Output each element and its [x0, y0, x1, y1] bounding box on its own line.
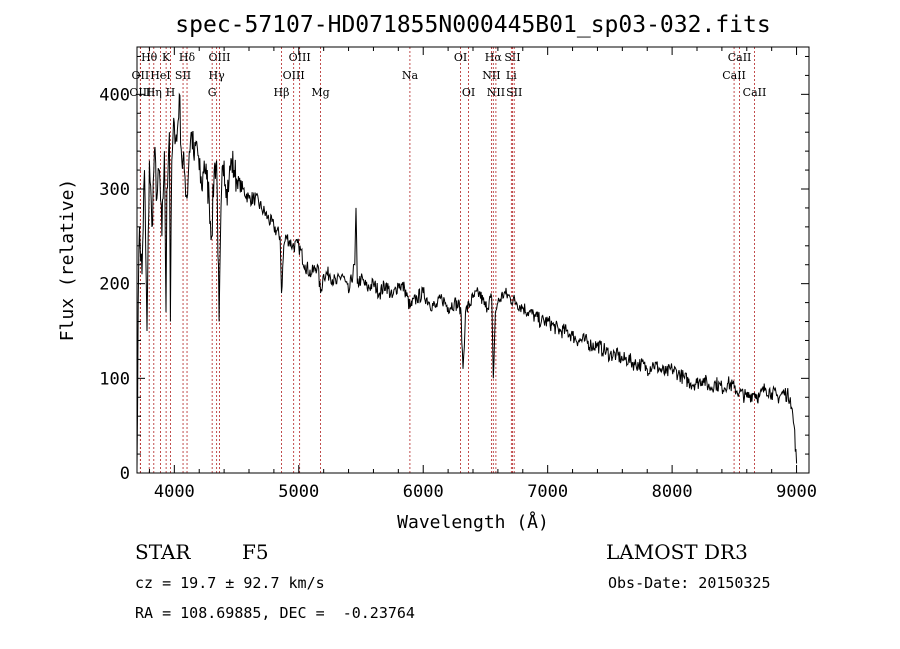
spectral-line-label: Hγ: [209, 69, 226, 82]
spectral-line-label: OIII: [129, 86, 151, 99]
spectral-line-label: OIII: [283, 69, 305, 82]
x-tick-label: 5000: [278, 482, 319, 502]
y-axis-label: Flux (relative): [57, 179, 78, 342]
spectral-line-label: Na: [402, 69, 419, 82]
x-axis: 4000 5000 6000 7000 8000 9000: [148, 47, 817, 502]
y-tick-label: 0: [120, 464, 130, 484]
spectral-line-label: G: [208, 86, 217, 99]
plot-frame: [136, 46, 810, 474]
spectrum-series: [136, 92, 798, 469]
x-tick-label: 9000: [776, 482, 817, 502]
spectral-line-label: Hα: [485, 51, 503, 64]
spectral-line-label: SII: [506, 86, 522, 99]
redshift-readout: cz = 19.7 ± 92.7 km/s: [135, 574, 325, 592]
spectral-line-label: NII: [487, 86, 505, 99]
spectral-line-label: CaII: [722, 69, 746, 82]
spectral-line-label: Hβ: [274, 86, 290, 99]
spectral-line-label: SII: [175, 69, 191, 82]
spectral-line-label: Hθ: [141, 51, 158, 64]
spectral-line-label: H: [166, 86, 176, 99]
survey-name: LAMOST DR3: [606, 540, 748, 564]
spectral-line-label: OIII: [208, 51, 230, 64]
spectral-line-label: NII: [482, 69, 500, 82]
spectral-line-label: K: [162, 51, 171, 64]
y-tick-label: 400: [99, 85, 130, 105]
y-tick-label: 100: [99, 369, 130, 389]
spectral-line-label: OI: [454, 51, 467, 64]
x-tick-label: 6000: [403, 482, 444, 502]
y-tick-label: 200: [99, 275, 130, 295]
spectral-line-label: Li: [506, 69, 517, 82]
object-subclass: F5: [242, 540, 269, 564]
spectral-line-label: HeI: [150, 69, 170, 82]
x-tick-label: 7000: [527, 482, 568, 502]
x-tick-label: 4000: [154, 482, 195, 502]
y-tick-label: 300: [99, 180, 130, 200]
chart-title: spec-57107-HD071855N000445B01_sp03-032.f…: [175, 12, 770, 38]
spectral-line-label: Hη: [146, 86, 162, 99]
spectral-line-label: Hδ: [179, 51, 196, 64]
x-tick-label: 8000: [652, 482, 693, 502]
y-axis: 0 100 200 300 400: [99, 55, 809, 484]
coordinates-readout: RA = 108.69885, DEC = -0.23764: [135, 604, 415, 622]
object-class: STAR: [135, 540, 191, 564]
x-axis-label: Wavelength (Å): [397, 511, 549, 533]
spectral-line-label: CaII: [743, 86, 767, 99]
spectral-line-label: Mg: [311, 86, 329, 99]
spectral-line-label: SII: [504, 51, 520, 64]
spectral-line-label: OIII: [289, 51, 311, 64]
spectral-line-label: CaII: [728, 51, 752, 64]
spectral-line-label: OI: [462, 86, 475, 99]
spectrum-line: [136, 92, 798, 469]
obs-date: Obs-Date: 20150325: [608, 574, 771, 592]
